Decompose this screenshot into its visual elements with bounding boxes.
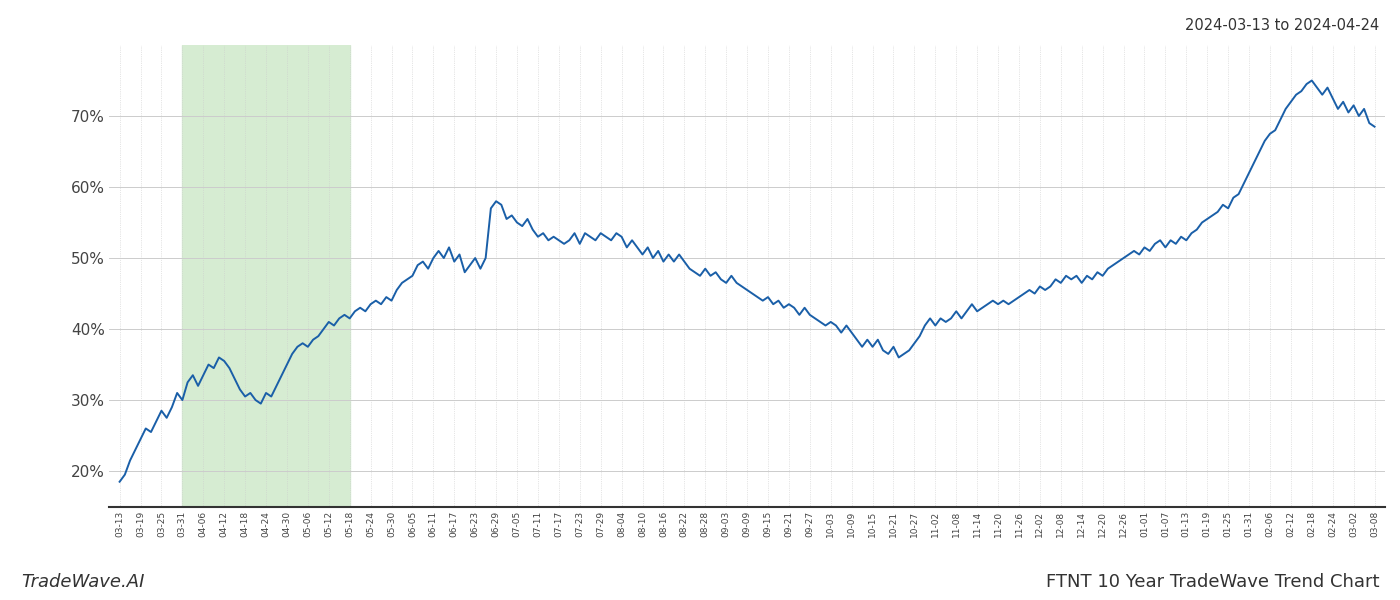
Text: FTNT 10 Year TradeWave Trend Chart: FTNT 10 Year TradeWave Trend Chart [1046,573,1379,591]
Bar [182,45,350,506]
Text: TradeWave.AI: TradeWave.AI [21,573,144,591]
Text: 2024-03-13 to 2024-04-24: 2024-03-13 to 2024-04-24 [1184,18,1379,33]
